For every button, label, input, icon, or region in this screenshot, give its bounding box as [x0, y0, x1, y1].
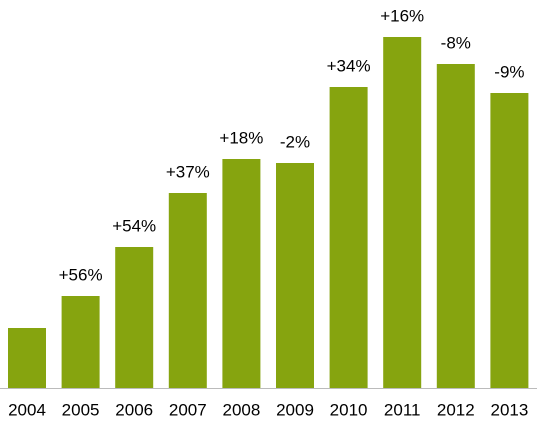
x-tick-label: 2006 [115, 400, 153, 419]
x-tick-label: 2008 [222, 400, 260, 419]
change-label: +54% [112, 216, 156, 235]
bar [115, 247, 154, 388]
bar [383, 37, 422, 388]
change-label: +56% [59, 265, 103, 284]
x-tick-label: 2004 [8, 400, 46, 419]
bar [276, 163, 314, 388]
bar [222, 159, 261, 388]
x-tick-label: 2010 [330, 400, 368, 419]
bar [436, 64, 475, 388]
change-label: +34% [327, 56, 371, 75]
x-tick-label: 2009 [276, 400, 314, 419]
bar [61, 296, 100, 388]
x-tick-label: 2005 [62, 400, 100, 419]
x-tick-label: 2007 [169, 400, 207, 419]
x-tick-label: 2013 [490, 400, 528, 419]
change-label: -9% [494, 62, 524, 81]
bar [329, 87, 368, 388]
bar [8, 328, 46, 388]
change-label: +16% [380, 6, 424, 25]
x-tick-label: 2011 [384, 400, 421, 419]
change-label: -2% [280, 132, 310, 151]
bar [490, 93, 529, 388]
bar [168, 193, 207, 388]
change-label: +18% [219, 128, 263, 147]
change-label: +37% [166, 162, 210, 181]
x-tick-label: 2012 [437, 400, 475, 419]
change-label: -8% [441, 33, 471, 52]
